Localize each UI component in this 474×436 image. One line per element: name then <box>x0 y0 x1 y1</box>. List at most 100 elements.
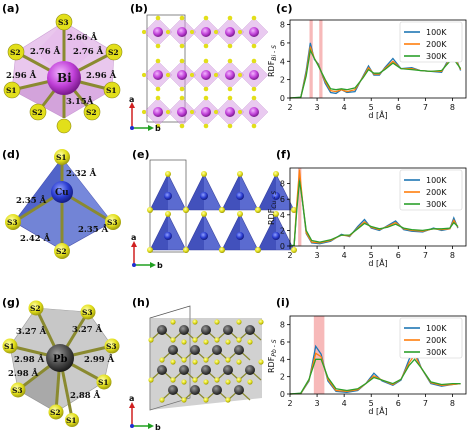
y-tick-label: 6 <box>280 195 285 204</box>
sulfur-atom <box>237 109 243 115</box>
panel-label-e: (e) <box>132 148 150 161</box>
sulfur-atom <box>214 319 220 325</box>
sulfur-atom <box>237 171 243 177</box>
panel-label-h: (h) <box>132 296 150 309</box>
bond-length-label: 3.15Å <box>66 95 94 107</box>
axis-b-label: b <box>155 423 161 432</box>
x-tick-label: 3 <box>315 251 320 260</box>
bond-length-label: 2.98 Å <box>8 367 39 379</box>
x-tick-label: 4 <box>342 103 347 112</box>
sulfur-atom <box>179 86 185 92</box>
lead-atom <box>168 345 178 355</box>
axis-b-label: b <box>155 124 161 133</box>
s-atoms-a <box>3 13 123 134</box>
cu-tetrahedron-face <box>62 158 112 222</box>
lead-atom <box>234 385 244 395</box>
sulfur-atom <box>237 211 243 217</box>
panel-h: (h) a b <box>129 296 264 432</box>
series-line-300K <box>289 180 459 247</box>
legend-label: 200K <box>426 188 447 197</box>
sulfur-atom <box>165 72 171 78</box>
copper-atom <box>200 192 208 200</box>
bismuth-atom <box>201 107 211 117</box>
x-tick-label: 2 <box>287 399 292 408</box>
sulfur-atom <box>225 379 231 385</box>
sulfur-atom <box>213 29 219 35</box>
sulfur-atom <box>214 377 220 383</box>
copper-atom <box>164 232 172 240</box>
sulfur-atom <box>179 95 185 101</box>
sulfur-atom <box>203 379 209 385</box>
sulfur-atom <box>83 103 101 121</box>
x-axis-label: d [Å] <box>368 257 387 268</box>
bond-length-label: 3.27 Å <box>16 325 47 337</box>
lead-atom <box>234 345 244 355</box>
sulfur-atom <box>255 207 261 213</box>
highlight-band <box>309 20 313 98</box>
sulfur-atom <box>203 43 209 49</box>
sulfur-atom <box>2 338 18 354</box>
sulfur-atom <box>247 339 253 345</box>
lead-atom <box>201 365 211 375</box>
sulfur-atom <box>155 95 161 101</box>
cu-tetrahedron-face <box>258 214 276 250</box>
atom-label: S2 <box>56 247 67 256</box>
bond-length-label: 2.42 Å <box>20 232 51 244</box>
bi-layers <box>141 15 269 129</box>
plot-frame <box>289 315 467 395</box>
sulfur-atom <box>225 357 231 363</box>
sulfur-atom <box>141 109 147 115</box>
sulfur-atom <box>48 404 64 420</box>
sulfur-atom <box>236 319 242 325</box>
sulfur-atom <box>227 86 233 92</box>
x-tick-label: 2 <box>287 103 292 112</box>
sulfur-atom <box>56 118 72 134</box>
sulfur-atom <box>165 109 171 115</box>
bismuth-atom <box>249 70 259 80</box>
sulfur-atom <box>65 413 79 427</box>
sulfur-atom <box>10 382 26 398</box>
sulfur-atom <box>203 397 209 403</box>
sulfur-atom <box>189 29 195 35</box>
y-tick-label: 2 <box>280 76 285 85</box>
sulfur-atom <box>181 339 187 345</box>
lead-atom <box>179 365 189 375</box>
sulfur-atom <box>159 357 165 363</box>
bismuth-atom <box>177 70 187 80</box>
cu-tetrahedron-face <box>150 174 168 210</box>
sulfur-atom <box>54 243 70 259</box>
sulfur-atom <box>165 171 171 177</box>
sulfur-atom <box>251 58 257 64</box>
pb-polyhedron-face <box>18 358 60 412</box>
sulfur-atom <box>251 15 257 21</box>
atom-label: S1 <box>98 378 109 387</box>
y-tick-label: 0 <box>280 390 285 399</box>
lead-atom <box>201 325 211 335</box>
sulfur-atom <box>80 304 96 320</box>
lead-atom <box>245 365 255 375</box>
y-tick-label: 2 <box>280 373 285 382</box>
panel-label-a: (a) <box>2 2 19 15</box>
sulfur-atom <box>291 207 297 213</box>
sulfur-atom <box>258 319 264 325</box>
lead-atom <box>190 345 200 355</box>
pb-slab <box>150 318 262 410</box>
sulfur-atom <box>3 81 21 99</box>
bond-length-label: 2.76 Å <box>30 45 61 57</box>
sulfur-atom <box>213 109 219 115</box>
sulfur-atom <box>179 43 185 49</box>
x-axis-label: d [Å] <box>368 109 387 120</box>
x-tick-label: 7 <box>423 103 428 112</box>
sulfur-atom <box>165 211 171 217</box>
sulfur-atom <box>189 109 195 115</box>
lead-atom <box>46 344 74 372</box>
panel-label-c: (c) <box>276 2 293 15</box>
sulfur-atom <box>214 359 220 365</box>
cu-layers <box>147 171 297 253</box>
bond-length-label: 2.99 Å <box>84 353 115 365</box>
sulfur-atom <box>165 29 171 35</box>
bond-length-label: 2.66 Å <box>67 31 98 43</box>
x-tick-label: 7 <box>423 251 428 260</box>
lead-atom <box>212 345 222 355</box>
